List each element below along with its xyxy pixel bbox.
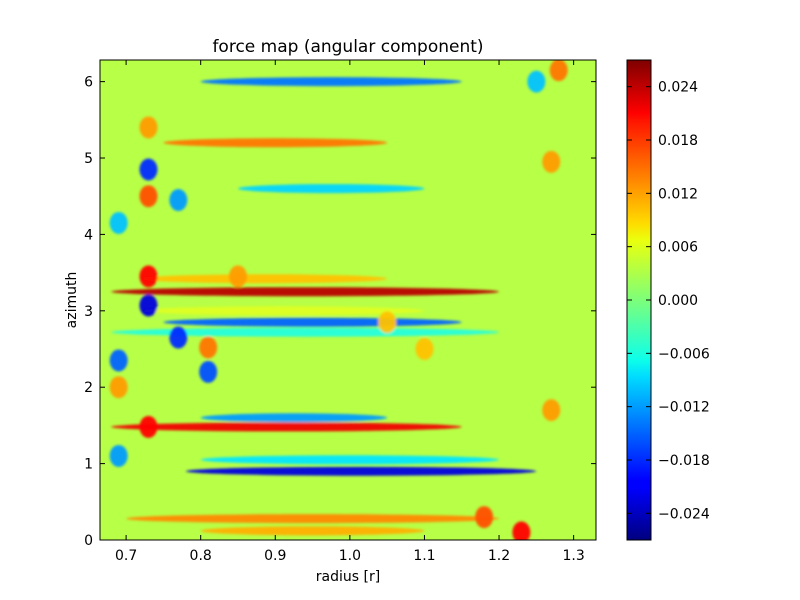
heatmap-blob	[169, 189, 188, 212]
heatmap-blob	[415, 338, 434, 361]
heatmap-band	[200, 77, 462, 87]
heatmap-blob	[199, 360, 218, 383]
y-tick-label: 6	[84, 75, 93, 91]
heatmap-band	[200, 526, 425, 536]
heatmap-band	[141, 274, 388, 284]
chart-title: force map (angular component)	[212, 37, 483, 57]
heatmap-band	[111, 287, 500, 297]
heatmap-blob	[378, 311, 397, 334]
x-tick-label: 1.3	[562, 548, 584, 564]
heatmap-blob	[228, 265, 247, 288]
heatmap-blob	[512, 521, 531, 540]
heatmap-blob	[109, 349, 128, 372]
plot-area: 0.7 0.8 0.9 1.0 1.1 1.2 1.3 0 1 2 3 4 5 6	[84, 59, 597, 564]
plot-frame	[99, 59, 597, 541]
y-axis: 0 1 2 3 4 5 6	[84, 75, 596, 549]
heatmap-band	[185, 466, 537, 476]
y-tick-label: 1	[84, 457, 93, 473]
heatmap-band	[141, 306, 425, 316]
heatmap-layer	[109, 60, 568, 540]
heatmap-blob	[475, 506, 494, 529]
heatmap-blob	[527, 70, 546, 93]
x-axis: 0.7 0.8 0.9 1.0 1.1 1.2 1.3	[115, 60, 585, 564]
x-tick-label: 0.8	[190, 548, 212, 564]
y-tick-label: 2	[84, 380, 93, 396]
y-tick-label: 5	[84, 151, 93, 167]
heatmap-band	[126, 514, 500, 524]
heatmap-blob	[139, 415, 158, 438]
colorbar-tick-label: −0.012	[658, 400, 710, 416]
colorbar-tick-label: 0.000	[658, 293, 698, 309]
heatmap-blob	[549, 60, 568, 82]
heatmap-band	[163, 138, 388, 148]
heatmap-blob	[109, 444, 128, 467]
colorbar-tick-label: 0.012	[658, 186, 698, 202]
x-tick-label: 1.1	[413, 548, 435, 564]
colorbar-tick-label: −0.024	[658, 506, 710, 522]
heatmap-blob	[542, 399, 561, 422]
heatmap-blob	[139, 294, 158, 317]
heatmap-blob	[139, 158, 158, 181]
x-tick-label: 0.9	[264, 548, 286, 564]
heatmap-band	[111, 422, 462, 432]
y-tick-label: 3	[84, 304, 93, 320]
heatmap-blob	[139, 185, 158, 208]
heatmap-blob	[139, 116, 158, 139]
heatmap-blob	[199, 336, 218, 359]
y-tick-label: 4	[84, 227, 93, 243]
y-tick-label: 0	[84, 533, 93, 549]
x-axis-label: radius [r]	[316, 569, 380, 585]
heatmap-band	[200, 413, 388, 423]
heatmap-band	[237, 184, 425, 194]
colorbar-tick-label: −0.006	[658, 346, 710, 362]
y-axis-label: azimuth	[64, 272, 80, 329]
heatmap-blob	[109, 376, 128, 399]
heatmap-blob	[109, 211, 128, 234]
x-tick-label: 1.0	[339, 548, 361, 564]
colorbar-ticks: 0.024 0.018 0.012 0.006 0.000 −0.006 −0.012 −0.…	[627, 80, 710, 522]
heatmap-band	[163, 317, 462, 327]
heatmap-band	[200, 455, 500, 465]
x-tick-label: 0.7	[115, 548, 137, 564]
colorbar-tick-label: 0.006	[658, 240, 698, 256]
x-tick-label: 1.2	[488, 548, 510, 564]
heatmap-blob	[542, 150, 561, 173]
heatmap-blob	[139, 265, 158, 288]
heatmap-blob	[169, 326, 188, 349]
colorbar-tick-label: 0.024	[658, 80, 698, 96]
colorbar: 0.024 0.018 0.012 0.006 0.000 −0.006 −0.012 −0.…	[626, 59, 710, 541]
heatmap-band	[111, 327, 500, 337]
colorbar-tick-label: 0.018	[658, 133, 698, 149]
colorbar-tick-label: −0.018	[658, 453, 710, 469]
